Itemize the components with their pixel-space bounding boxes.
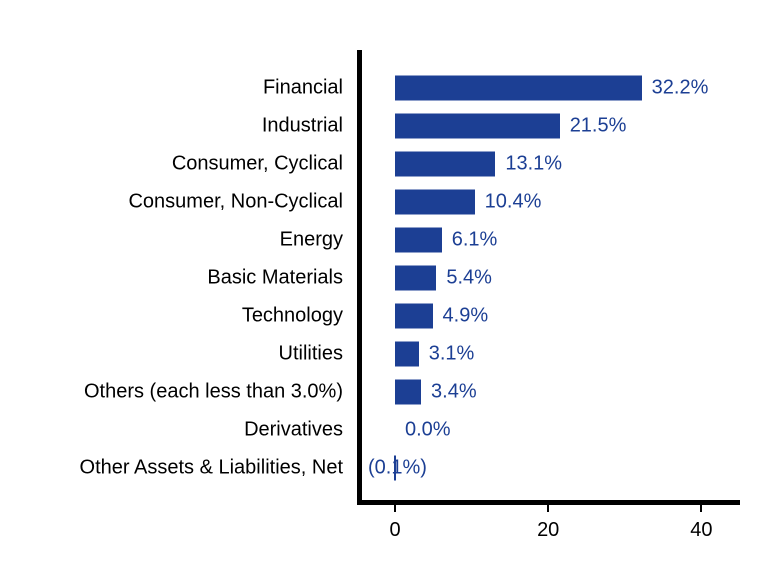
x-tick-mark bbox=[394, 505, 396, 512]
value-label: 32.2% bbox=[652, 77, 709, 100]
value-label: 5.4% bbox=[446, 267, 492, 290]
value-label: 0.0% bbox=[405, 419, 451, 442]
bar bbox=[395, 190, 475, 215]
value-label: 13.1% bbox=[505, 153, 562, 176]
bar bbox=[395, 114, 560, 139]
value-label: 10.4% bbox=[485, 191, 542, 214]
bar bbox=[395, 304, 433, 329]
category-label: Technology bbox=[242, 305, 343, 328]
x-tick-label: 40 bbox=[690, 519, 712, 542]
x-tick-mark bbox=[547, 505, 549, 512]
category-label: Others (each less than 3.0%) bbox=[84, 381, 343, 404]
bar bbox=[395, 76, 642, 101]
bar bbox=[395, 152, 495, 177]
category-label: Energy bbox=[280, 229, 343, 252]
category-label: Financial bbox=[263, 77, 343, 100]
category-label: Utilities bbox=[279, 343, 343, 366]
category-label: Industrial bbox=[262, 115, 343, 138]
x-tick-label: 0 bbox=[389, 519, 400, 542]
value-label: 21.5% bbox=[570, 115, 627, 138]
category-label: Basic Materials bbox=[207, 267, 343, 290]
category-label: Other Assets & Liabilities, Net bbox=[80, 457, 343, 480]
bar bbox=[395, 380, 421, 405]
category-label: Derivatives bbox=[244, 419, 343, 442]
sector-allocation-bar-chart: Financial 32.2% Industrial 21.5% Consumer, C… bbox=[0, 0, 780, 588]
x-tick-label: 20 bbox=[537, 519, 559, 542]
bar bbox=[395, 342, 419, 367]
x-tick-mark bbox=[700, 505, 702, 512]
y-axis-line bbox=[357, 50, 362, 505]
value-label: 3.1% bbox=[429, 343, 475, 366]
category-label: Consumer, Non-Cyclical bbox=[128, 191, 343, 214]
value-label: 4.9% bbox=[443, 305, 489, 328]
value-label: (0.1%) bbox=[368, 457, 427, 480]
value-label: 3.4% bbox=[431, 381, 477, 404]
value-label: 6.1% bbox=[452, 229, 498, 252]
bar bbox=[395, 228, 442, 253]
bar bbox=[395, 266, 436, 291]
category-label: Consumer, Cyclical bbox=[172, 153, 343, 176]
